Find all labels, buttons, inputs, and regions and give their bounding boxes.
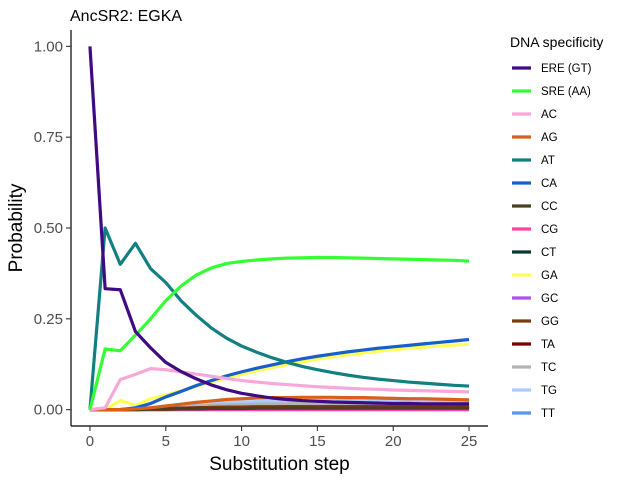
x-tick-label: 10 [233, 433, 250, 450]
x-tick-label: 20 [385, 433, 402, 450]
legend-label-cc: CC [541, 201, 558, 213]
series-line-sre-aa [88, 255, 470, 411]
y-tick-label: 1.00 [34, 38, 63, 55]
legend-label-ac: AC [541, 109, 557, 121]
legend-label-ere-gt: ERE (GT) [541, 63, 592, 75]
legend-label-ca: CA [541, 178, 557, 190]
y-axis-title: Probability [6, 183, 27, 272]
y-tick-label: 0.25 [34, 311, 63, 328]
legend-label-ct: CT [541, 247, 556, 259]
series-line-ga [89, 342, 470, 412]
legend-label-ga: GA [541, 270, 558, 282]
legend-label-ag: AG [541, 132, 558, 144]
series-line-ca [89, 337, 470, 412]
legend-label-gg: GG [541, 316, 559, 328]
plot-area [88, 46, 470, 412]
legend: DNA specificity ERE (GT) SRE (AA) AC AG AT CA… [510, 34, 603, 420]
series-line-cc [89, 406, 470, 412]
x-tick-label: 5 [162, 433, 170, 450]
legend-label-ta: TA [541, 339, 555, 351]
series-line-at [88, 226, 470, 410]
series-line-ac [89, 367, 470, 412]
legend-label-gc: GC [541, 293, 558, 305]
legend-label-at: AT [541, 155, 555, 167]
legend-label-tg: TG [541, 385, 557, 397]
series-line-ere-gt [88, 46, 470, 406]
y-tick-label: 0.50 [34, 220, 63, 237]
legend-label-cg: CG [541, 224, 558, 236]
chart-title: AncSR2: EGKA [70, 8, 182, 25]
y-tick-label: 0.00 [34, 402, 63, 419]
x-axis-ticks: 0 5 10 15 20 25 [86, 426, 478, 450]
y-tick-label: 0.75 [34, 129, 63, 146]
legend-label-tt: TT [541, 408, 555, 420]
legend-title: DNA specificity [510, 34, 603, 50]
legend-label-sre-aa: SRE (AA) [541, 86, 591, 98]
y-axis-ticks: 0.00 0.25 0.50 0.75 1.00 [34, 38, 71, 419]
x-tick-label: 25 [461, 433, 478, 450]
x-tick-label: 0 [86, 433, 94, 450]
legend-label-tc: TC [541, 362, 556, 374]
x-axis-title: Substitution step [209, 454, 349, 475]
x-tick-label: 15 [309, 433, 326, 450]
